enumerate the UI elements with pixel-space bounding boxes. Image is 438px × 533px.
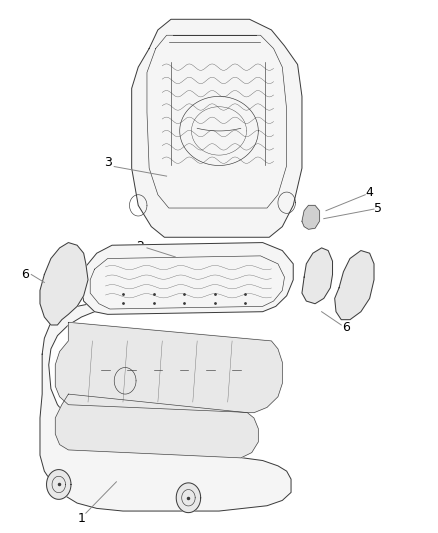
Polygon shape [40,243,88,325]
Polygon shape [81,243,293,314]
Text: 4: 4 [366,185,374,199]
Polygon shape [335,251,374,320]
Polygon shape [302,248,332,304]
Polygon shape [302,205,319,229]
Text: 2: 2 [137,240,145,253]
Text: 6: 6 [342,321,350,334]
Polygon shape [176,483,201,513]
Text: 3: 3 [104,156,112,169]
Polygon shape [40,304,291,511]
Text: 6: 6 [21,268,28,281]
Text: 5: 5 [374,201,382,214]
Text: 1: 1 [78,512,85,525]
Polygon shape [46,470,71,499]
Polygon shape [55,394,258,458]
Polygon shape [55,322,283,413]
Polygon shape [132,19,302,237]
